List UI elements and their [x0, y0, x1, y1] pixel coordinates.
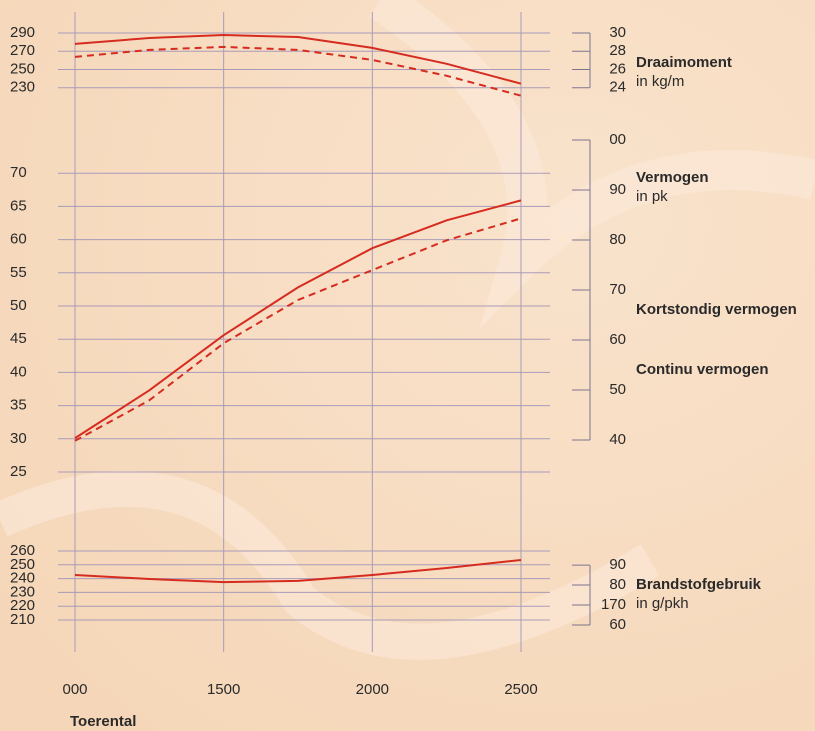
y-tick-label: 25 [10, 463, 27, 480]
y-tick-label: 260 [10, 542, 35, 559]
decor-swirl [0, 470, 660, 660]
x-tick-label: 000 [62, 681, 87, 698]
y-tick-label: 55 [10, 264, 27, 281]
y2-tick-label: 90 [609, 556, 626, 573]
x-tick-label: 1500 [207, 681, 240, 698]
y2-tick-label: 80 [609, 576, 626, 593]
x-axis-label: Toerental [70, 713, 136, 730]
x-tick-label: 2500 [504, 681, 537, 698]
line-series [74, 33, 522, 85]
y-tick-label: 250 [10, 556, 35, 573]
panel-title: Draaimoment [636, 54, 732, 71]
y2-tick-label: 60 [609, 331, 626, 348]
y-tick-label: 30 [10, 430, 27, 447]
y2-tick-label: 30 [609, 24, 626, 41]
y-tick-label: 210 [10, 611, 35, 628]
line-series [74, 45, 522, 97]
line-series [74, 559, 522, 584]
y2-tick-label: 00 [609, 131, 626, 148]
y-tick-label: 270 [10, 42, 35, 59]
y-tick-label: 230 [10, 583, 35, 600]
y-tick-label: 290 [10, 24, 35, 41]
y-tick-label: 50 [10, 297, 27, 314]
y2-tick-label: 70 [609, 281, 626, 298]
y2-tick-label: 26 [609, 60, 626, 77]
panel-subtitle: in pk [636, 188, 668, 205]
plot-layer: 000 1500 2000 2500Toerental2902702502303028… [10, 12, 797, 730]
y2-tick-label: 28 [609, 42, 626, 59]
y2-tick-label: 90 [609, 181, 626, 198]
panel-subtitle: in kg/m [636, 73, 684, 90]
legend-entry: Continu vermogen [636, 361, 769, 378]
y-tick-label: 40 [10, 363, 27, 380]
line-series [74, 199, 522, 439]
line-series [74, 217, 522, 442]
y2-tick-label: 80 [609, 231, 626, 248]
y-tick-label: 65 [10, 197, 27, 214]
y2-tick-label: 170 [601, 596, 626, 613]
y-tick-label: 35 [10, 397, 27, 414]
decor-swirl [368, 0, 815, 329]
panel-subtitle: in g/pkh [636, 595, 689, 612]
legend-entry: Kortstondig vermogen [636, 301, 797, 318]
y2-tick-label: 24 [609, 79, 626, 96]
panel-title: Vermogen [636, 169, 709, 186]
y-tick-label: 220 [10, 597, 35, 614]
y-tick-label: 230 [10, 79, 35, 96]
x-tick-label: 2000 [356, 681, 389, 698]
y2-tick-label: 60 [609, 616, 626, 633]
y-tick-label: 70 [10, 164, 27, 181]
y-tick-label: 45 [10, 330, 27, 347]
y-tick-label: 250 [10, 60, 35, 77]
panel-title: Brandstofgebruik [636, 576, 762, 593]
y-tick-label: 60 [10, 231, 27, 248]
y2-tick-label: 40 [609, 431, 626, 448]
y-tick-label: 240 [10, 570, 35, 587]
y2-tick-label: 50 [609, 381, 626, 398]
